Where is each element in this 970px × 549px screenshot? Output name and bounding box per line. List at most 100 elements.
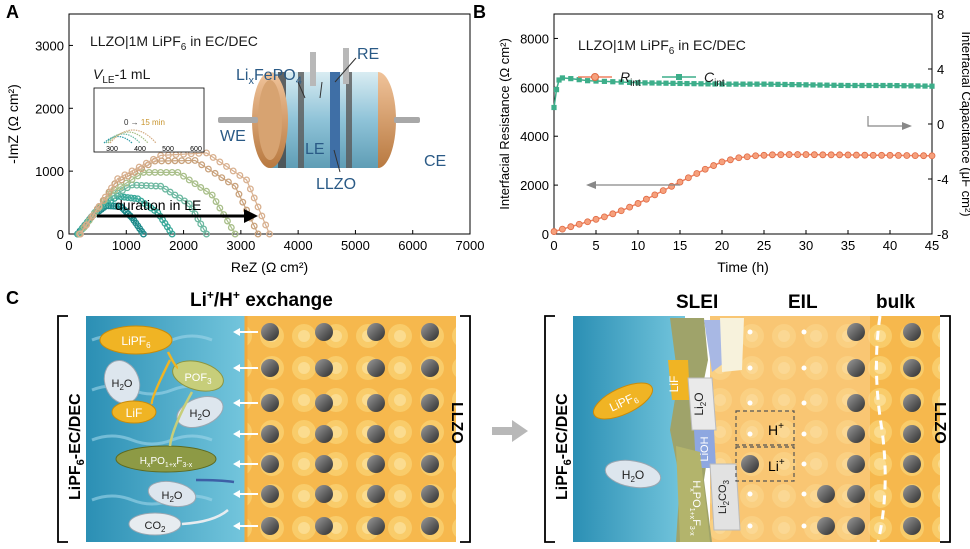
data-point [119, 204, 126, 212]
data-point [894, 83, 900, 89]
panel-b-legend-title: LLZO|1M LiPF6 in EC/DEC [578, 37, 746, 57]
species-h2o: H2O [103, 360, 141, 404]
data-point [266, 230, 273, 238]
data-point [246, 185, 254, 193]
data-point [668, 182, 675, 190]
data-point [803, 82, 809, 88]
data-point [235, 190, 243, 198]
data-point [553, 87, 560, 93]
lattice-ion [903, 425, 921, 443]
data-point [853, 151, 860, 159]
x-tick-label: 0 [550, 238, 557, 253]
data-point [852, 82, 858, 89]
data-point [181, 197, 188, 205]
data-point [184, 157, 192, 165]
data-point [817, 82, 823, 88]
data-point [626, 203, 633, 211]
lattice-ion [903, 485, 921, 503]
data-point [710, 162, 717, 169]
x-tick-label: 6000 [398, 238, 427, 253]
proton-site [747, 400, 753, 406]
data-point [224, 178, 232, 186]
lattice-ion [421, 425, 439, 443]
svg-text:CO2: CO2 [145, 520, 167, 534]
data-point [161, 185, 169, 193]
panel-a: A 0 1000 2000 3000 4000 5000 6000 7000 0 1000 2000… [5, 2, 484, 275]
lattice-ion [847, 485, 865, 503]
data-point [216, 158, 224, 166]
lattice-ion [367, 323, 385, 341]
data-point [719, 81, 725, 87]
axis-indicator-right [867, 116, 912, 130]
series-line [553, 153, 933, 233]
slei-li2co3: Li2CO3 [717, 479, 731, 514]
slei-lif: LiF [667, 376, 681, 393]
scheme-left: LiPF6 H2O POF3 LiF H2O HxPO1+xF3-x [57, 315, 471, 543]
data-point [211, 169, 219, 177]
x-tick-label: 40 [883, 238, 897, 253]
data-point [726, 81, 732, 87]
svg-text:H2O: H2O [162, 490, 183, 504]
data-point [166, 188, 174, 196]
proton-site [801, 523, 807, 529]
x-tick-label: 30 [799, 238, 813, 253]
exchange-arrows [233, 328, 258, 530]
data-point [88, 213, 95, 221]
x-tick-label: 2000 [169, 238, 198, 253]
species-lipf6: LiPF6 [99, 325, 173, 355]
data-point [831, 82, 837, 88]
lattice-ion [367, 455, 385, 473]
lattice-ion [903, 455, 921, 473]
data-point [109, 202, 117, 210]
species-h2o: H2O [147, 480, 197, 508]
data-point [873, 82, 879, 89]
proton-site [747, 523, 753, 529]
data-point [229, 167, 237, 175]
lattice-ion [421, 394, 439, 412]
data-point [705, 81, 711, 87]
y2-axis-label: Interfacial Capacitance (μF cm²) [959, 31, 970, 216]
lattice-ion [261, 485, 279, 503]
data-point [117, 183, 125, 191]
data-point [592, 215, 600, 223]
data-point [223, 162, 230, 170]
label-pointer [334, 57, 357, 83]
data-point [83, 221, 91, 229]
data-point [197, 220, 205, 228]
data-point [769, 151, 776, 159]
data-point [859, 82, 865, 89]
x-tick-label: 10 [631, 238, 645, 253]
data-point [794, 151, 801, 158]
data-point [108, 184, 115, 192]
x-tick-label: 3000 [226, 238, 255, 253]
svg-text:H2O: H2O [190, 408, 211, 422]
data-point [677, 80, 683, 87]
data-point [185, 200, 193, 208]
data-point [204, 165, 212, 173]
panel-a-inset: 0 → 15 min 300 400 500 600 [93, 87, 205, 153]
svg-text:POF3: POF3 [184, 372, 212, 386]
data-point [901, 83, 907, 89]
data-point [197, 184, 205, 191]
data-point [911, 152, 919, 160]
data-point [642, 80, 648, 86]
y-tick-label: 4000 [520, 129, 549, 144]
species-h2o: H2O [176, 395, 224, 429]
reaction-arrow [168, 391, 194, 447]
lattice-ion [903, 323, 921, 341]
lattice-ion [315, 394, 333, 412]
data-point [203, 187, 210, 195]
data-point [761, 81, 767, 87]
data-point [208, 191, 216, 199]
slei-li2o: Li2O [692, 392, 708, 415]
data-point [861, 151, 869, 159]
inset-tick-label: 600 [190, 146, 202, 153]
exchange-arrow-head [233, 490, 240, 498]
h-box [735, 410, 795, 446]
data-point [185, 176, 193, 184]
data-point [191, 157, 199, 164]
data-point [928, 152, 936, 160]
data-point [122, 179, 130, 187]
data-point [585, 78, 591, 84]
data-point [775, 81, 781, 87]
